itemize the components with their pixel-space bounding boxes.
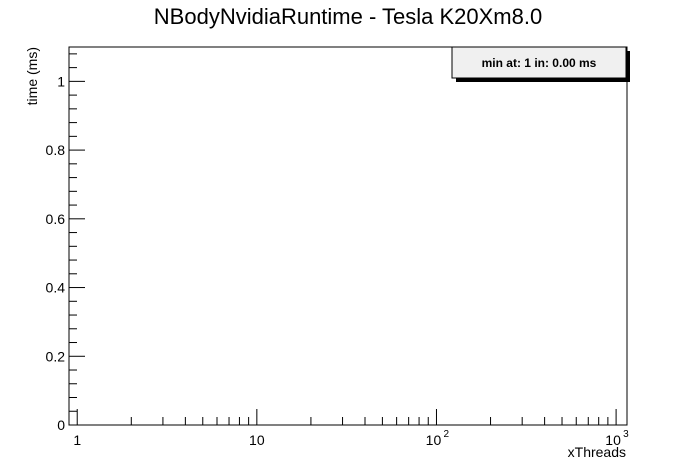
x-tick-base: 10 (605, 432, 621, 448)
y-tick-label: 0.2 (46, 348, 66, 364)
x-tick-base: 10 (426, 432, 442, 448)
x-axis: 1 10 10 2 10 3 (73, 409, 629, 448)
y-axis-label: time (ms) (24, 47, 40, 105)
chart-title: NBodyNvidiaRuntime - Tesla K20Xm8.0 (154, 4, 542, 29)
legend-panel (451, 46, 627, 79)
plot-frame (68, 46, 628, 426)
x-tick-label: 10 2 (426, 429, 450, 448)
x-tick-exponent: 3 (623, 429, 629, 440)
legend-box: min at: 1 in: 0.00 ms (451, 46, 630, 82)
x-tick-label: 1 (73, 432, 81, 448)
x-tick-base: 1 (73, 432, 81, 448)
y-tick-label: 0.8 (46, 142, 66, 158)
x-tick-exponent: 2 (443, 429, 449, 440)
y-tick-label: 0 (57, 417, 65, 433)
y-axis: 0 0.2 0.4 0.6 0.8 1 (46, 53, 85, 433)
x-tick-base: 10 (249, 432, 265, 448)
y-tick-label: 1 (57, 73, 65, 89)
x-tick-label: 10 (249, 432, 265, 448)
y-tick-label: 0.4 (46, 280, 66, 296)
y-tick-label: 0.6 (46, 211, 66, 227)
x-axis-label: xThreads (568, 444, 626, 460)
legend-text: min at: 1 in: 0.00 ms (482, 56, 597, 70)
x-tick-label: 10 3 (605, 429, 629, 448)
